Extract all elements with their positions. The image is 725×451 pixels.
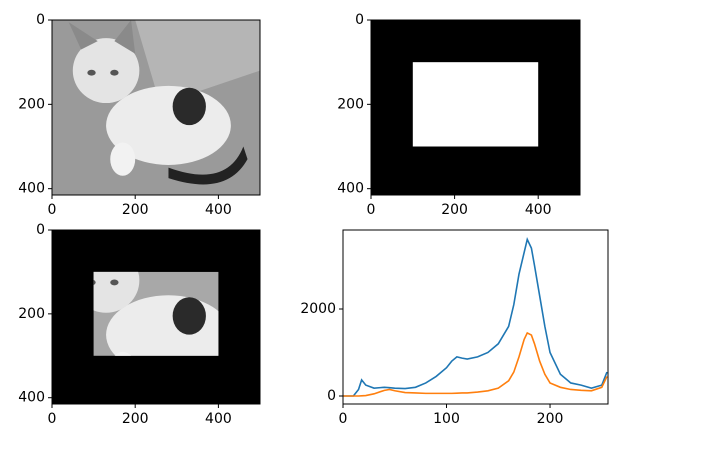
x-tick-label: 400 [205, 202, 232, 218]
cat-leg [114, 351, 131, 356]
x-tick-label: 200 [122, 411, 149, 427]
x-tick-label: 200 [122, 202, 149, 218]
axes-frame [370, 19, 581, 196]
x-tick-label: 100 [433, 411, 460, 427]
image [52, 20, 260, 195]
cat-eye [87, 69, 96, 76]
plot-background [343, 230, 608, 404]
y-tick-label: 200 [337, 96, 364, 112]
cat-tail [168, 146, 248, 185]
image [371, 20, 580, 195]
y-tick-label: 0 [36, 222, 45, 238]
y-tick-label: 400 [337, 181, 364, 197]
cat-head [93, 271, 140, 313]
axes-frame [51, 19, 261, 196]
x-tick-label: 200 [441, 202, 468, 218]
cat-head [72, 38, 140, 104]
histogram-line [343, 331, 608, 397]
cat-leg [110, 142, 136, 176]
x-tick-label: 400 [525, 202, 552, 218]
y-tick-label: 2000 [300, 301, 336, 317]
y-tick-label: 0 [355, 12, 364, 28]
axes-frame [51, 229, 261, 405]
masked-cat [93, 271, 219, 356]
cat-ear [68, 20, 136, 54]
cat-patch [172, 297, 206, 335]
histogram-line [343, 237, 608, 397]
pavement [135, 20, 260, 105]
cat-eye [110, 279, 119, 286]
mask-region [412, 62, 539, 147]
y-tick-label: 200 [18, 306, 45, 322]
y-tick-label: 0 [327, 388, 336, 404]
cat-eye [93, 279, 96, 285]
lines [343, 237, 608, 397]
y-tick-label: 400 [18, 181, 45, 197]
image [52, 230, 260, 404]
cat-eye [110, 69, 119, 76]
y-tick-label: 0 [36, 12, 45, 28]
x-tick-label: 0 [48, 411, 57, 427]
x-tick-label: 400 [205, 411, 232, 427]
y-tick-label: 200 [18, 96, 45, 112]
x-tick-label: 200 [537, 411, 564, 427]
x-tick-label: 0 [339, 411, 348, 427]
x-tick-label: 0 [367, 202, 376, 218]
x-tick-label: 0 [48, 202, 57, 218]
axes-frame [342, 229, 609, 405]
cat-patch [172, 87, 206, 126]
y-tick-label: 400 [18, 390, 45, 406]
